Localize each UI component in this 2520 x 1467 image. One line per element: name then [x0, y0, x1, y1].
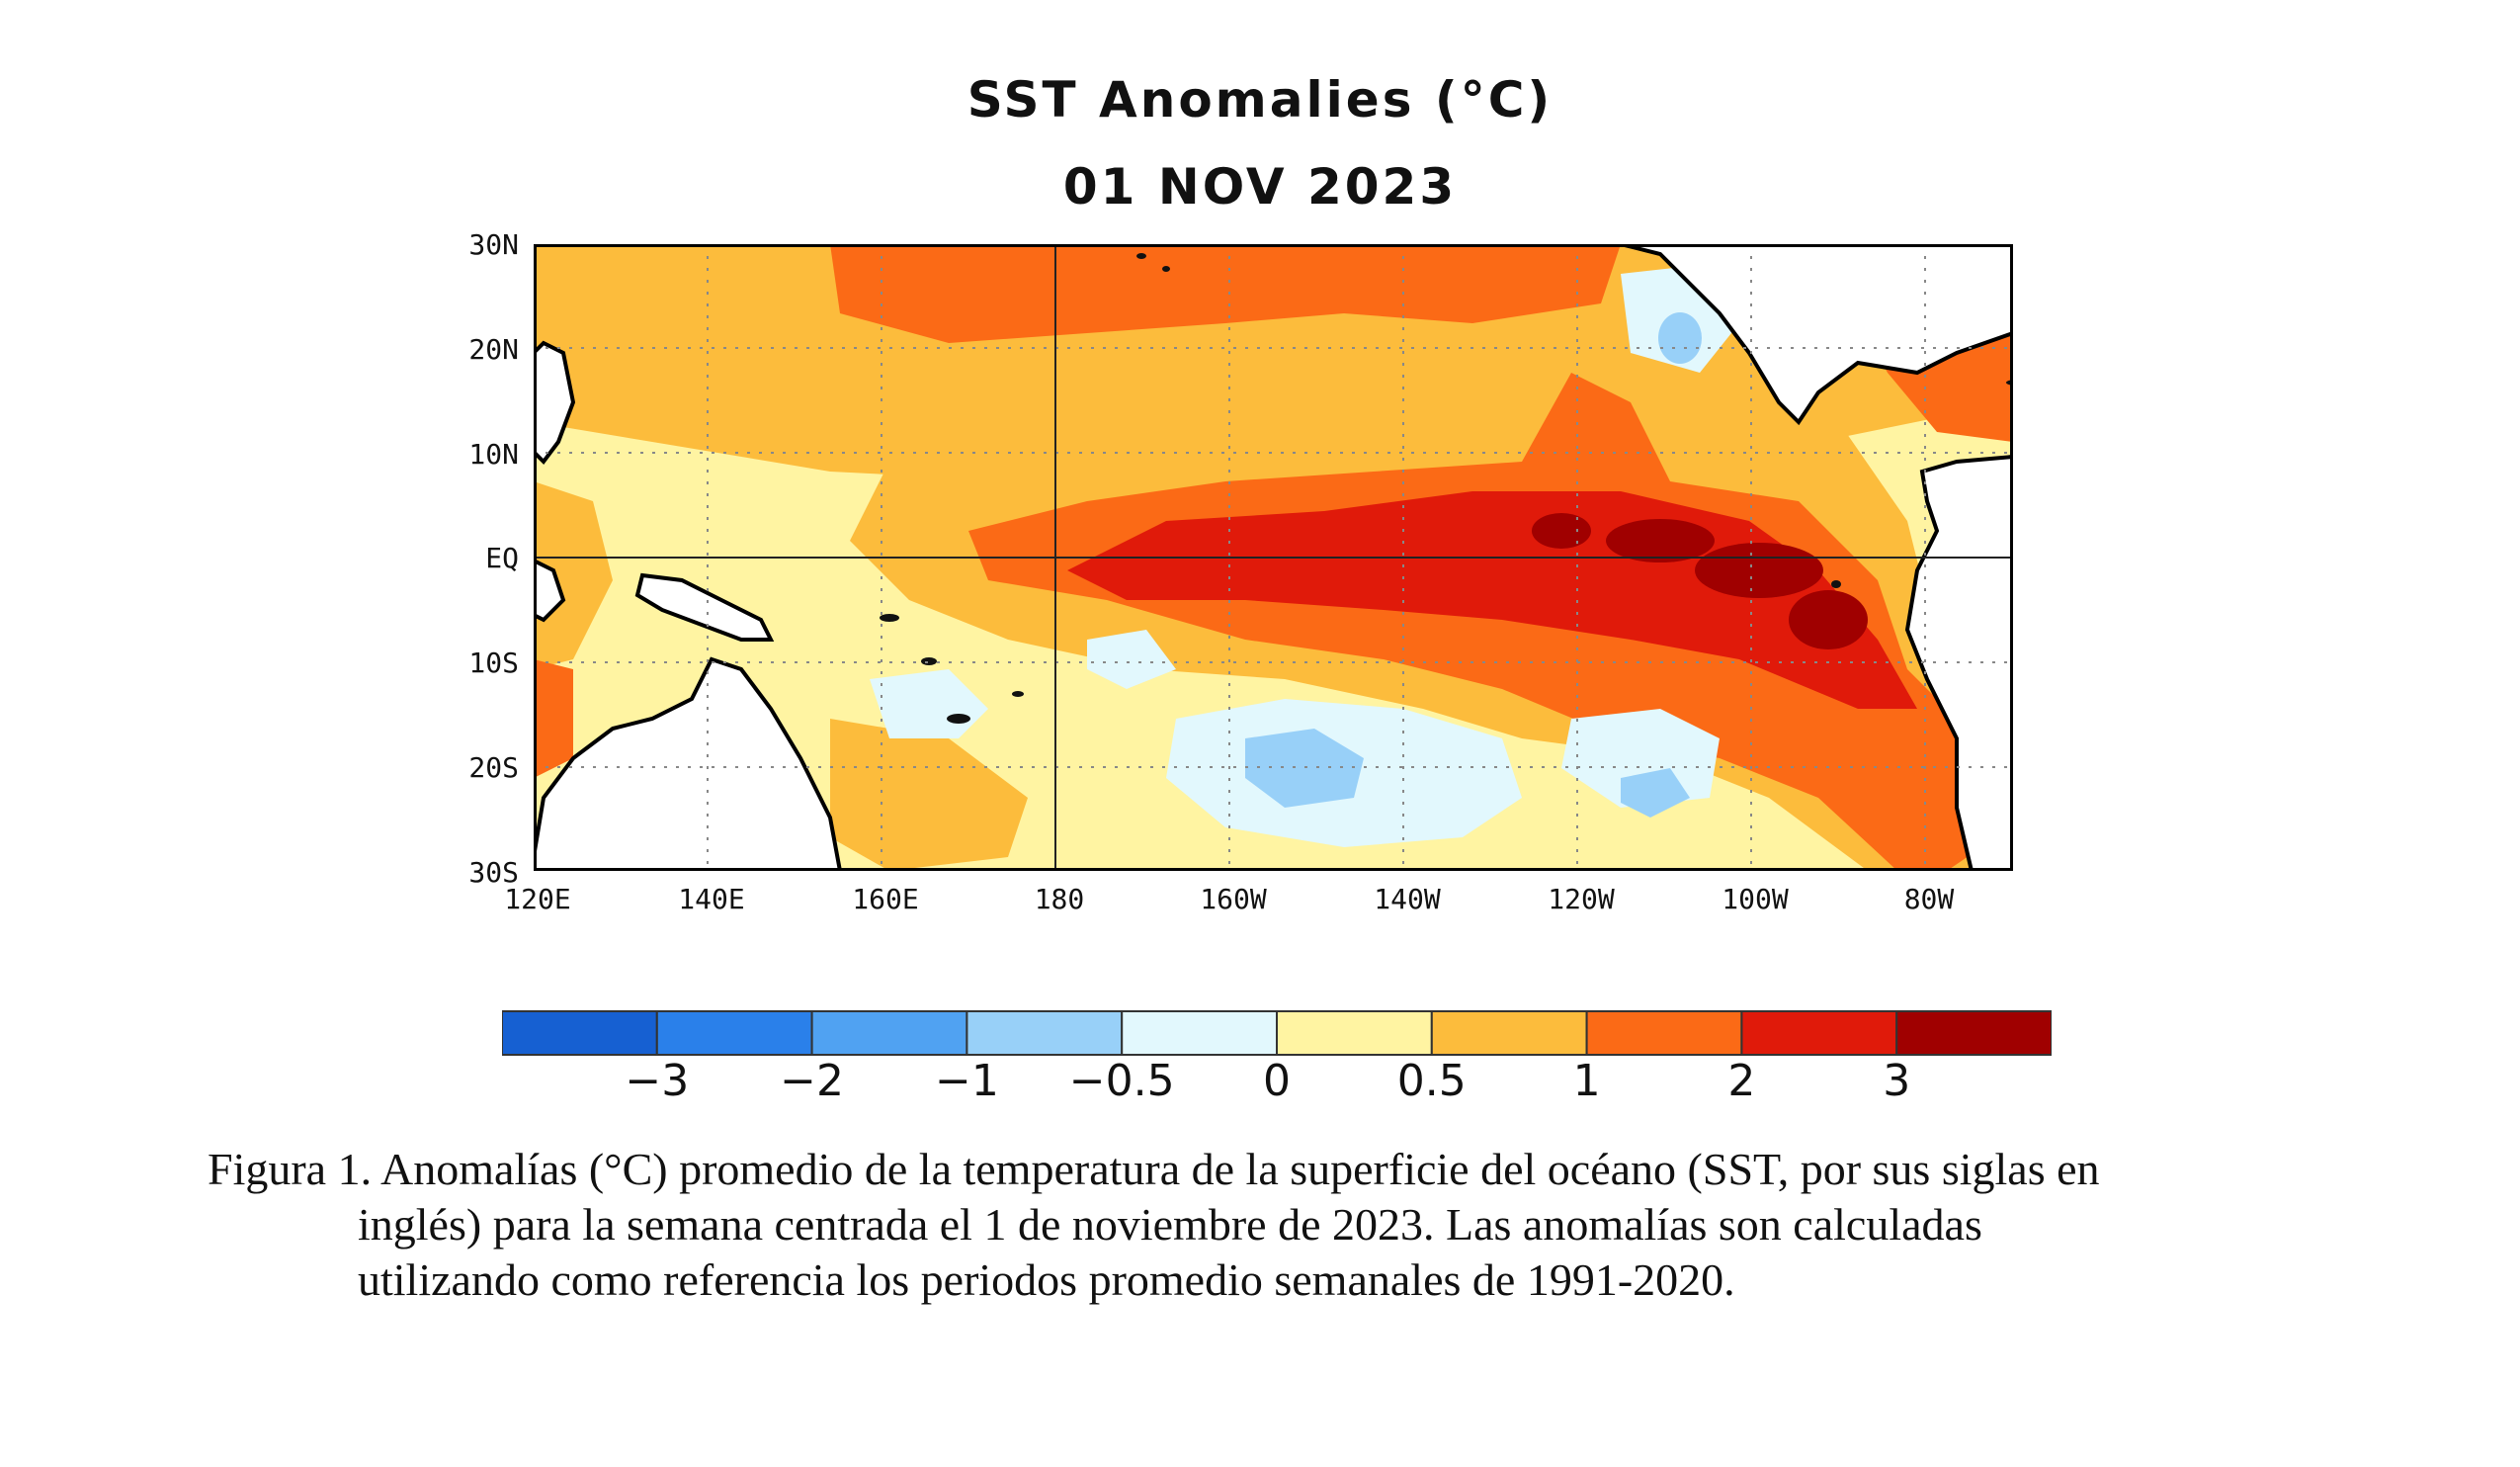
colorbar-label-0: −3 — [625, 1056, 690, 1106]
colorbar-swatch-4 — [1121, 1010, 1279, 1056]
colorbar-label-1: −2 — [780, 1056, 845, 1106]
colorbar-swatch-8 — [1740, 1010, 1898, 1056]
colorbar-label-6: 1 — [1572, 1056, 1601, 1106]
philippines-land — [534, 340, 576, 466]
colorbar-swatch-2 — [810, 1010, 968, 1056]
lon-label-160w: 160W — [1200, 883, 1267, 915]
lat-label-20n: 20N — [468, 333, 519, 366]
colorbar-label-5: 0.5 — [1396, 1056, 1467, 1106]
lat-label-10s: 10S — [468, 647, 519, 679]
lon-label-120e: 120E — [504, 883, 571, 915]
land-masses — [534, 244, 2013, 871]
lon-label-160e: 160E — [852, 883, 919, 915]
lon-label-140w: 140W — [1374, 883, 1441, 915]
borneo-land — [534, 558, 566, 623]
lat-label-20s: 20S — [468, 751, 519, 784]
north-america-land — [1620, 244, 2013, 426]
lat-label-30s: 30S — [468, 856, 519, 889]
lat-label-10n: 10N — [468, 438, 519, 471]
colorbar-swatch-5 — [1276, 1010, 1433, 1056]
caption-line-2: inglés) para la semana centrada el 1 de … — [358, 1199, 1982, 1250]
sst-anomaly-map — [534, 244, 2013, 871]
figure-caption: Figura 1. Anomalías (°C) promedio de la … — [208, 1142, 2362, 1308]
lon-label-80w: 80W — [1903, 883, 1955, 915]
colorbar-label-2: −1 — [934, 1056, 999, 1106]
south-america-land — [1904, 454, 2013, 871]
islands — [880, 253, 2013, 724]
colorbar-label-8: 3 — [1883, 1056, 1911, 1106]
lat-label-eq: EQ — [485, 542, 519, 574]
map-canvas — [534, 244, 2013, 871]
lon-label-180: 180 — [1034, 883, 1085, 915]
map-frame — [534, 244, 2013, 871]
lon-label-140e: 140E — [678, 883, 745, 915]
colorbar-swatch-0 — [502, 1010, 658, 1056]
colorbar-label-7: 2 — [1727, 1056, 1756, 1106]
colorbar-swatch-7 — [1585, 1010, 1743, 1056]
lon-label-120w: 120W — [1548, 883, 1615, 915]
caption-line-1: Figura 1. Anomalías (°C) promedio de la … — [208, 1144, 2100, 1194]
colorbar-swatch-9 — [1895, 1010, 2052, 1056]
chart-date: 01 NOV 2023 — [1062, 158, 1458, 216]
colorbar-label-3: −0.5 — [1068, 1056, 1175, 1106]
australia-land — [534, 656, 843, 871]
chart-title: SST Anomalies (°C) — [966, 71, 1554, 129]
colorbar-swatch-6 — [1430, 1010, 1588, 1056]
colorbar-swatch-3 — [966, 1010, 1124, 1056]
new-guinea-land — [634, 572, 775, 642]
colorbar — [502, 1010, 2052, 1056]
colorbar-label-4: 0 — [1263, 1056, 1291, 1106]
lat-label-30n: 30N — [468, 228, 519, 261]
grid-lines — [534, 244, 2013, 871]
lon-label-100w: 100W — [1722, 883, 1789, 915]
colorbar-swatch-1 — [655, 1010, 813, 1056]
caption-line-3: utilizando como referencia los periodos … — [358, 1254, 1735, 1305]
